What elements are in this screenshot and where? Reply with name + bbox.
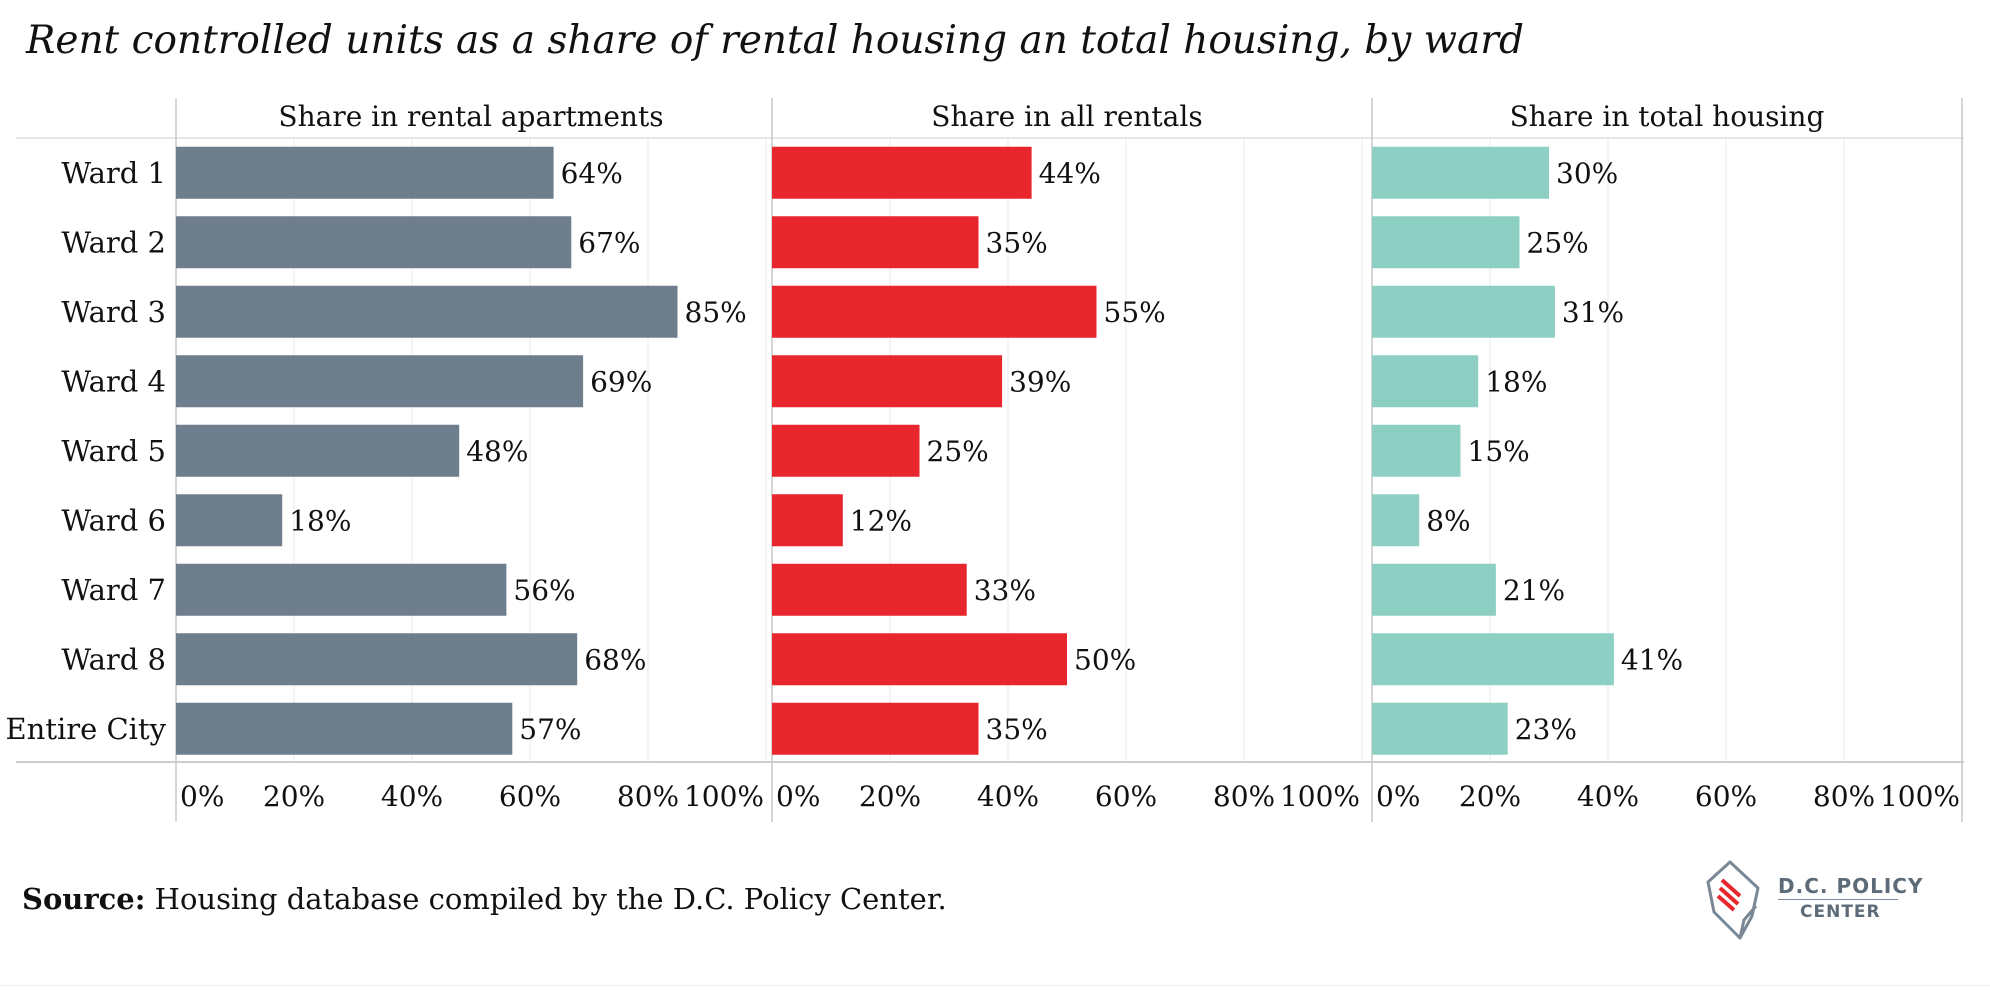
bar	[772, 563, 967, 616]
chart-canvas: Share in rental apartments 64% 67% 85% 69% 48…	[5, 98, 1964, 822]
category-label: Ward 3	[61, 295, 166, 329]
chart-title: Rent controlled units as a share of rent…	[26, 18, 1524, 63]
x-tick-label: 60%	[1095, 780, 1157, 813]
category-label: Ward 2	[61, 225, 166, 259]
bar-value-label: 35%	[986, 713, 1048, 746]
bar	[772, 355, 1003, 408]
category-label: Ward 1	[61, 156, 166, 190]
x-tick-label: 0%	[1376, 780, 1420, 813]
bar-value-label: 12%	[850, 504, 912, 537]
x-tick-label: 40%	[1577, 780, 1639, 813]
bar	[1372, 633, 1614, 686]
bar	[772, 285, 1097, 338]
x-tick-label: 60%	[1695, 780, 1757, 813]
bar	[1372, 494, 1420, 547]
bar	[1372, 355, 1479, 408]
bar-value-label: 48%	[466, 435, 528, 468]
x-tick-label: 20%	[859, 780, 921, 813]
x-tick-label: 0%	[180, 780, 224, 813]
x-tick-label: 40%	[381, 780, 443, 813]
bar	[772, 216, 979, 269]
bar-value-label: 39%	[1009, 365, 1071, 398]
bar-value-label: 15%	[1468, 435, 1530, 468]
source-text: Housing database compiled by the D.C. Po…	[145, 882, 947, 916]
x-tick-label: 100%	[1280, 780, 1360, 813]
logo-text-line1: D.C. POLICY	[1778, 874, 1924, 898]
x-tick-label: 80%	[617, 780, 679, 813]
bar-value-label: 41%	[1621, 643, 1683, 676]
bar	[772, 702, 979, 755]
bar-value-label: 8%	[1426, 504, 1470, 537]
x-tick-label: 0%	[776, 780, 820, 813]
category-label: Ward 6	[61, 503, 166, 537]
bar-value-label: 56%	[513, 574, 575, 607]
logo-divider	[1778, 899, 1898, 900]
bottom-rule	[0, 985, 1990, 986]
bar	[1372, 424, 1461, 477]
bar	[1372, 563, 1496, 616]
x-tick-label: 60%	[499, 780, 561, 813]
x-tick-label: 100%	[1880, 780, 1960, 813]
x-tick-label: 80%	[1813, 780, 1875, 813]
bar-value-label: 64%	[561, 157, 623, 190]
panel-header: Share in total housing	[1510, 100, 1825, 133]
bar-value-label: 50%	[1074, 643, 1136, 676]
bar-value-label: 55%	[1104, 296, 1166, 329]
bar-value-label: 30%	[1556, 157, 1618, 190]
category-label: Ward 4	[61, 364, 166, 398]
bar-value-label: 57%	[519, 713, 581, 746]
bar	[176, 216, 572, 269]
bar	[772, 146, 1032, 199]
bar	[176, 702, 513, 755]
x-tick-label: 80%	[1213, 780, 1275, 813]
bar	[1372, 146, 1549, 199]
bar-value-label: 23%	[1515, 713, 1577, 746]
bar-value-label: 18%	[289, 504, 351, 537]
x-tick-label: 20%	[263, 780, 325, 813]
logo-text-line2: CENTER	[1800, 902, 1881, 922]
bar-value-label: 25%	[927, 435, 989, 468]
bar	[176, 633, 578, 686]
bar-value-label: 18%	[1485, 365, 1547, 398]
bar-value-label: 25%	[1527, 226, 1589, 259]
bar-value-label: 31%	[1562, 296, 1624, 329]
x-tick-label: 20%	[1459, 780, 1521, 813]
x-tick-label: 40%	[977, 780, 1039, 813]
source-note: Source: Housing database compiled by the…	[22, 882, 947, 916]
bar	[772, 424, 920, 477]
bar	[176, 563, 507, 616]
bar-value-label: 69%	[590, 365, 652, 398]
dc-map-icon	[1706, 860, 1760, 940]
panel-header: Share in rental apartments	[278, 100, 663, 133]
bar	[176, 285, 678, 338]
bar	[176, 355, 584, 408]
category-label: Ward 8	[61, 642, 166, 676]
source-label: Source:	[22, 882, 146, 916]
bar	[1372, 702, 1508, 755]
x-tick-label: 100%	[684, 780, 764, 813]
category-label: Entire City	[5, 712, 166, 746]
panel-header: Share in all rentals	[931, 100, 1202, 133]
category-label: Ward 5	[61, 434, 166, 468]
bar-value-label: 68%	[584, 643, 646, 676]
bar	[1372, 216, 1520, 269]
bar-value-label: 85%	[685, 296, 747, 329]
bar-value-label: 44%	[1039, 157, 1101, 190]
bar	[176, 494, 283, 547]
category-label: Ward 7	[61, 573, 166, 607]
bar	[772, 494, 843, 547]
bar	[176, 146, 554, 199]
dc-policy-center-logo: D.C. POLICY CENTER	[1700, 858, 1922, 948]
bar-value-label: 67%	[578, 226, 640, 259]
bar-value-label: 35%	[986, 226, 1048, 259]
bar-value-label: 33%	[974, 574, 1036, 607]
bar-value-label: 21%	[1503, 574, 1565, 607]
bar	[772, 633, 1067, 686]
bar	[1372, 285, 1555, 338]
bar	[176, 424, 460, 477]
